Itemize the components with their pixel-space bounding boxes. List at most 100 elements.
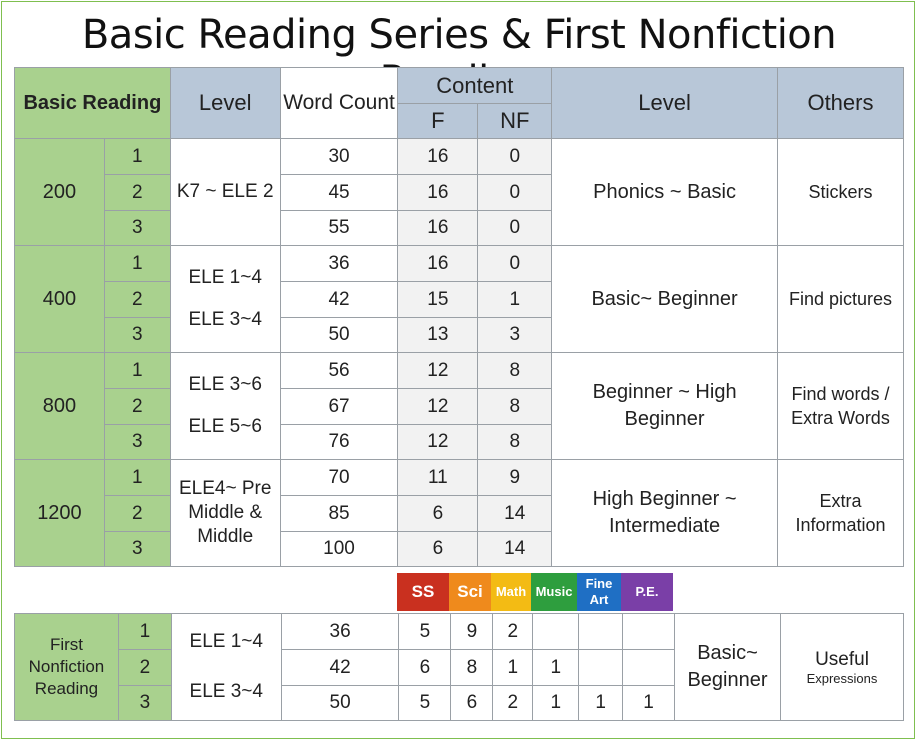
- book-number: 3: [103, 317, 171, 353]
- level-range: ELE 1~4 ELE 3~4: [170, 613, 282, 721]
- pe-count: [622, 649, 676, 686]
- word-count-cell: 42: [279, 281, 399, 318]
- subject-math: Math: [491, 573, 531, 611]
- others-cell: Extra Information: [776, 459, 905, 567]
- header-nf: NF: [477, 103, 553, 139]
- level-range-a: ELE 3~6: [188, 374, 262, 395]
- series-400: 400: [14, 245, 105, 353]
- f-count-cell: 6: [397, 531, 479, 567]
- word-count-cell: 50: [279, 317, 399, 353]
- math-count: 1: [492, 649, 534, 686]
- level-range-a: ELE 1~4: [188, 267, 262, 288]
- subject-fine-art: Fine Art: [577, 573, 621, 611]
- book-number: 1: [103, 352, 171, 389]
- f-count-cell: 11: [397, 459, 479, 496]
- book-number: 2: [103, 281, 171, 318]
- music-count: 1: [532, 685, 580, 721]
- level-description: Basic~ Beginner: [674, 613, 781, 721]
- word-count-cell: 42: [280, 649, 400, 686]
- word-count-cell: 85: [279, 495, 399, 532]
- header-level-description: Level: [551, 67, 778, 139]
- level-range: K7 ~ ELE 2: [169, 138, 281, 246]
- nf-count-cell: 8: [477, 388, 553, 425]
- pe-count: [622, 613, 676, 650]
- nf-count-cell: 0: [477, 138, 553, 175]
- ss-count: 6: [398, 649, 452, 686]
- book-number: 1: [103, 138, 171, 175]
- level-range: ELE4~ Pre Middle & Middle: [169, 459, 281, 567]
- word-count-cell: 76: [279, 424, 399, 460]
- book-number: 3: [117, 685, 172, 721]
- nf-count-cell: 0: [477, 174, 553, 211]
- header-others: Others: [776, 67, 905, 139]
- level-range-a: ELE 1~4: [189, 631, 263, 652]
- book-number: 2: [103, 388, 171, 425]
- word-count-cell: 56: [279, 352, 399, 389]
- f-count-cell: 12: [397, 424, 479, 460]
- f-count-cell: 6: [397, 495, 479, 532]
- others-cell: Stickers: [776, 138, 905, 246]
- f-count-cell: 15: [397, 281, 479, 318]
- word-count-cell: 30: [279, 138, 399, 175]
- art-count: [578, 613, 624, 650]
- header-content: Content: [397, 67, 553, 104]
- sci-count: 8: [450, 649, 494, 686]
- level-description: High Beginner ~ Intermediate: [551, 459, 778, 567]
- word-count-cell: 36: [280, 613, 400, 650]
- nf-count-cell: 9: [477, 459, 553, 496]
- series-1200: 1200: [14, 459, 105, 567]
- word-count-cell: 36: [279, 245, 399, 282]
- book-number: 3: [103, 531, 171, 567]
- first-nonfiction-table: First Nonfiction Reading 1 ELE 1~4 ELE 3…: [14, 613, 905, 721]
- music-count: [532, 613, 580, 650]
- music-count: 1: [532, 649, 580, 686]
- header-word-count: Word Count: [279, 67, 399, 139]
- word-count-cell: 45: [279, 174, 399, 211]
- pe-count: 1: [622, 685, 676, 721]
- f-count-cell: 16: [397, 245, 479, 282]
- nf-count-cell: 0: [477, 245, 553, 282]
- header-basic-reading: Basic Reading: [14, 67, 171, 139]
- others-main: Useful: [815, 648, 869, 670]
- math-count: 2: [492, 685, 534, 721]
- basic-reading-table: Basic Reading Level Word Count Content L…: [14, 67, 905, 567]
- book-number: 1: [103, 459, 171, 496]
- others-cell: Find words / Extra Words: [776, 352, 905, 460]
- ss-count: 5: [398, 685, 452, 721]
- art-count: [578, 649, 624, 686]
- level-range-b: ELE 3~4: [189, 681, 263, 702]
- f-count-cell: 13: [397, 317, 479, 353]
- subject-strip: SS Sci Math Music Fine Art P.E.: [397, 573, 673, 611]
- book-number: 3: [103, 424, 171, 460]
- sci-count: 9: [450, 613, 494, 650]
- series-800: 800: [14, 352, 105, 460]
- book-number: 1: [103, 245, 171, 282]
- level-description: Phonics ~ Basic: [551, 138, 778, 246]
- level-description: Beginner ~ High Beginner: [551, 352, 778, 460]
- book-number: 1: [117, 613, 172, 650]
- book-number: 2: [103, 495, 171, 532]
- math-count: 2: [492, 613, 534, 650]
- others-cell: Useful Expressions: [779, 613, 905, 721]
- nf-count-cell: 3: [477, 317, 553, 353]
- level-description: Basic~ Beginner: [551, 245, 778, 353]
- subject-sci: Sci: [449, 573, 491, 611]
- nf-count-cell: 14: [477, 531, 553, 567]
- f-count-cell: 12: [397, 352, 479, 389]
- level-range: ELE 3~6 ELE 5~6: [169, 352, 281, 460]
- f-count-cell: 16: [397, 174, 479, 211]
- word-count-cell: 67: [279, 388, 399, 425]
- level-range-b: ELE 3~4: [188, 309, 262, 330]
- f-count-cell: 16: [397, 210, 479, 246]
- header-f: F: [397, 103, 479, 139]
- sci-count: 6: [450, 685, 494, 721]
- others-cell: Find pictures: [776, 245, 905, 353]
- nf-count-cell: 0: [477, 210, 553, 246]
- word-count-cell: 50: [280, 685, 400, 721]
- others-sub: Expressions: [806, 670, 878, 686]
- nf-count-cell: 1: [477, 281, 553, 318]
- header-level: Level: [169, 67, 281, 139]
- subject-ss: SS: [397, 573, 449, 611]
- word-count-cell: 70: [279, 459, 399, 496]
